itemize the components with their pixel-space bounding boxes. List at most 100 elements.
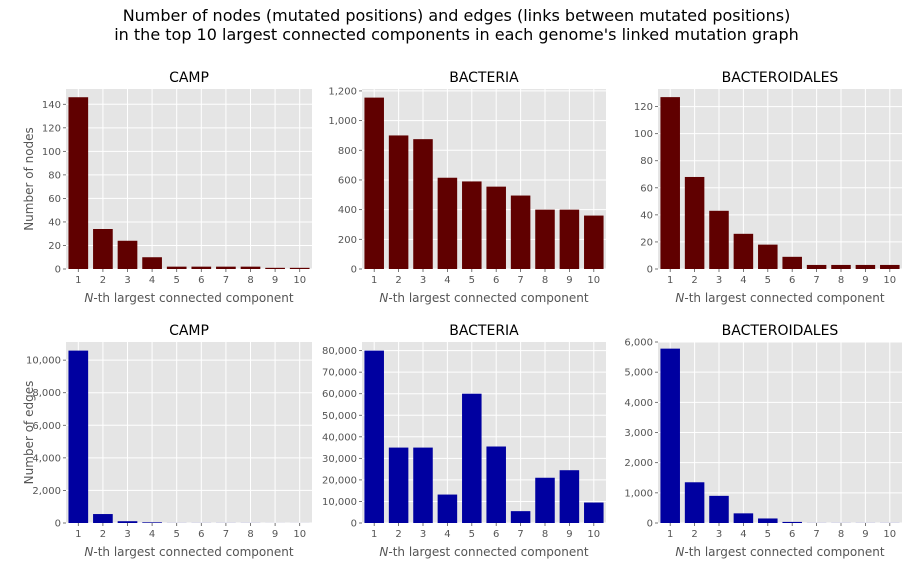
x-tick-label: 6 [789, 529, 795, 540]
y-tick-label: 800 [338, 146, 357, 157]
x-axis-label-variable: N [675, 291, 684, 305]
x-tick-label: 7 [517, 529, 523, 540]
x-tick-label: 6 [493, 529, 499, 540]
x-tick-label: 5 [469, 275, 475, 286]
bar-4 [733, 233, 754, 269]
x-tick-label: 4 [740, 275, 746, 286]
x-tick-label: 5 [765, 275, 771, 286]
x-tick-label: 8 [247, 529, 253, 540]
bar-4 [142, 522, 162, 523]
bar-10 [880, 264, 900, 269]
bar-8 [535, 209, 555, 269]
x-tick-label: 9 [272, 275, 278, 286]
y-tick-label: 6,000 [624, 338, 653, 349]
y-tick-label: 40 [48, 217, 61, 228]
chart-panel-nodes-camp: 0 20 40 60 80 100 120 140 1 2 3 4 5 6 7 8 9 10 CAMP N-th la… [22, 70, 312, 305]
x-tick-label: 1 [75, 275, 81, 286]
bar-7 [510, 511, 531, 523]
x-tick-label: 5 [174, 275, 180, 286]
x-tick-label: 9 [566, 529, 572, 540]
y-tick-label: 0 [351, 265, 357, 276]
x-tick-label: 2 [691, 529, 697, 540]
bar-5 [758, 518, 778, 523]
bar-1 [660, 97, 680, 269]
x-tick-label: 1 [667, 529, 673, 540]
y-tick-label: 10,000 [322, 497, 357, 508]
x-tick-label: 7 [813, 275, 819, 286]
x-axis-label: N-th largest connected component [84, 291, 293, 305]
bar-5 [758, 244, 778, 269]
x-tick-label: 8 [838, 529, 844, 540]
bar-7 [216, 266, 236, 269]
x-axis-label-text: -th largest connected component [93, 291, 293, 305]
bar-4 [437, 177, 458, 269]
bar-3 [413, 447, 433, 523]
bar-6 [486, 446, 506, 523]
y-tick-label: 20 [48, 241, 61, 252]
bar-8 [535, 477, 555, 523]
y-tick-label: 200 [338, 235, 357, 246]
y-tick-label: 8,000 [32, 388, 61, 399]
bar-4 [437, 494, 458, 523]
y-tick-label: 20 [640, 237, 653, 248]
bar-2 [388, 447, 409, 523]
y-tick-label: 1,000 [624, 488, 653, 499]
bar-5 [462, 181, 482, 269]
x-tick-label: 1 [371, 275, 377, 286]
y-tick-label: 40 [640, 210, 653, 221]
x-axis-label: N-th largest connected component [379, 291, 588, 305]
x-axis-label-variable: N [379, 291, 388, 305]
y-tick-label: 100 [42, 147, 61, 158]
x-tick-label: 4 [444, 275, 450, 286]
y-axis-label: Number of nodes [22, 127, 36, 231]
x-tick-label: 6 [493, 275, 499, 286]
y-tick-label: 120 [42, 123, 61, 134]
x-tick-label: 3 [124, 529, 130, 540]
x-axis-label-variable: N [675, 545, 684, 559]
y-tick-label: 1,000 [328, 116, 357, 127]
y-tick-label: 60 [640, 183, 653, 194]
x-tick-label: 10 [883, 529, 896, 540]
chart-title: BACTERIA [449, 323, 519, 339]
bar-10 [289, 267, 310, 269]
chart-panel-nodes-bacteria: 0 200 400 600 800 1,000 1,200 1 2 3 4 5 6 7 8 9 10 BACTER… [328, 70, 606, 305]
y-tick-label: 60,000 [322, 389, 357, 400]
bar-4 [142, 257, 162, 269]
x-tick-label: 2 [100, 529, 106, 540]
y-tick-label: 2,000 [624, 458, 653, 469]
y-tick-label: 80,000 [322, 346, 357, 357]
x-axis-label-variable: N [84, 545, 93, 559]
x-tick-label: 9 [862, 275, 868, 286]
bar-2 [93, 514, 113, 523]
y-tick-label: 140 [42, 100, 61, 111]
x-tick-label: 9 [566, 275, 572, 286]
y-tick-label: 0 [55, 265, 61, 276]
y-tick-label: 5,000 [624, 368, 653, 379]
x-tick-label: 3 [716, 275, 722, 286]
x-axis-label-text: -th largest connected component [93, 545, 293, 559]
bar-1 [68, 350, 89, 523]
x-axis-label: N-th largest connected component [675, 545, 884, 559]
y-tick-label: 70,000 [322, 368, 357, 379]
x-tick-label: 7 [813, 529, 819, 540]
y-tick-label: 600 [338, 175, 357, 186]
bar-9 [265, 267, 285, 269]
figure-title-line-2: in the top 10 largest connected componen… [114, 25, 799, 44]
y-tick-label: 4,000 [32, 453, 61, 464]
bar-9 [559, 209, 580, 269]
bar-1 [364, 97, 384, 270]
x-tick-label: 2 [691, 275, 697, 286]
x-tick-label: 3 [716, 529, 722, 540]
x-tick-label: 3 [420, 275, 426, 286]
bar-9 [559, 470, 580, 523]
bar-3 [117, 521, 138, 523]
x-tick-label: 9 [272, 529, 278, 540]
y-tick-label: 100 [634, 129, 653, 140]
y-tick-label: 400 [338, 205, 357, 216]
bar-5 [166, 266, 187, 269]
x-tick-label: 2 [100, 275, 106, 286]
x-tick-label: 4 [149, 529, 155, 540]
y-tick-label: 1,200 [328, 86, 357, 97]
y-tick-label: 6,000 [32, 421, 61, 432]
